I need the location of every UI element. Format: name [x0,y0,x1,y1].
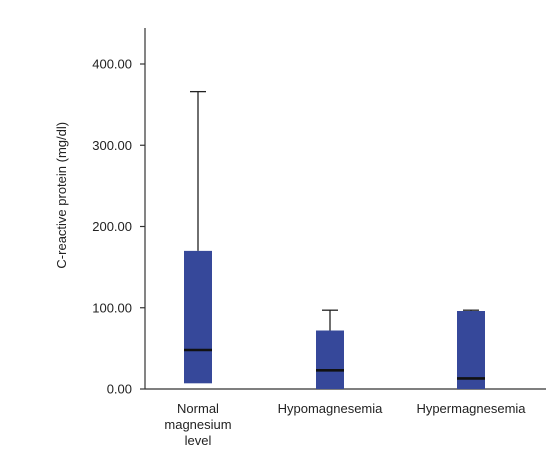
category-label: Normal magnesium level [164,401,231,448]
category-label: Hypomagnesemia [278,401,384,416]
box-body [316,330,344,389]
y-tick-label: 400.00 [92,57,132,72]
box-group [316,309,344,389]
box-body [184,250,212,384]
y-tick-label: 300.00 [92,138,132,153]
boxes [184,90,485,389]
y-axis: 0.00 100.00 200.00 300.00 400.00 [92,28,146,397]
y-tick-label: 100.00 [92,300,132,315]
y-axis-title: C-reactive protein (mg/dl) [54,122,69,269]
y-tick-label: 0.00 [107,382,132,397]
y-tick-label: 200.00 [92,219,132,234]
box-group [184,90,212,384]
category-labels: Normal magnesium level Hypomagnesemia Hyperm… [164,401,526,448]
category-label: Hypermagnesemia [416,401,526,416]
box-group [457,309,485,389]
box-body [457,311,485,389]
